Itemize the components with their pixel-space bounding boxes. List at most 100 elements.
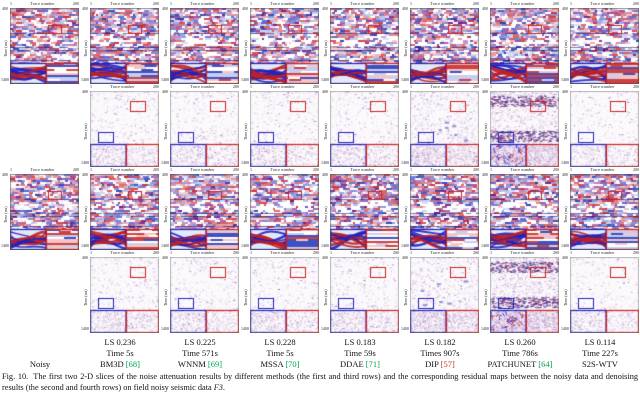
x-axis: 1 Trace number 200 xyxy=(170,168,239,172)
x-axis-title: Trace number xyxy=(350,84,375,89)
x-tick-min: 1 xyxy=(170,167,172,172)
y-tick-min: 400 xyxy=(482,172,488,177)
x-tick-min: 1 xyxy=(490,1,492,6)
method-label: MSSA xyxy=(260,359,284,369)
panel-r4-dip: 1 Trace number 200 Time (ms) 400 1400 xyxy=(400,250,480,333)
y-axis-title: Time (ms) xyxy=(243,123,248,140)
x-tick-min: 1 xyxy=(330,167,332,172)
y-tick-max: 1400 xyxy=(321,77,329,82)
y-axis-title: Time (ms) xyxy=(163,206,168,223)
panel-r3-ddae: 1 Trace number 200 Time (ms) 400 1400 xyxy=(320,167,400,250)
x-axis: 1 Trace number 200 xyxy=(250,85,319,89)
y-tick-min: 400 xyxy=(562,89,568,94)
time-value: Time 59s xyxy=(344,348,376,358)
x-axis-title: Trace number xyxy=(430,84,455,89)
y-tick-min: 400 xyxy=(162,172,168,177)
patchunet-residual-image xyxy=(490,257,559,333)
label-col-s2s-wtv: LS 0.114 Time 227s S2S-WTV xyxy=(560,337,640,370)
method-name: BM3D [68] xyxy=(80,359,160,370)
x-tick-min: 1 xyxy=(570,167,572,172)
x-tick-max: 200 xyxy=(553,250,559,255)
x-tick-max: 200 xyxy=(313,250,319,255)
x-tick-min: 1 xyxy=(410,167,412,172)
y-axis-title: Time (ms) xyxy=(3,206,8,223)
panel-r1-ddae: 1 Trace number 200 Time (ms) 400 1400 xyxy=(320,1,400,84)
method-labels: Noisy LS 0.236 Time 5s BM3D [68] LS 0.225 Tim… xyxy=(0,337,640,370)
dataset-name: F3 xyxy=(213,382,223,392)
y-axis-title: Time (ms) xyxy=(83,289,88,306)
y-axis-title: Time (ms) xyxy=(83,123,88,140)
x-axis: 1 Trace number 200 xyxy=(90,85,159,89)
x-tick-max: 200 xyxy=(553,167,559,172)
x-tick-max: 200 xyxy=(153,167,159,172)
label-col-mssa: LS 0.228 Time 5s MSSA [70] xyxy=(240,337,320,370)
y-tick-max: 1400 xyxy=(561,326,569,331)
method-name: DDAE [71] xyxy=(320,359,400,370)
y-tick-min: 400 xyxy=(322,6,328,11)
y-axis-title: Time (ms) xyxy=(243,206,248,223)
x-tick-min: 1 xyxy=(570,1,572,6)
x-tick-min: 1 xyxy=(410,250,412,255)
x-axis: 1 Trace number 200 xyxy=(10,168,79,172)
ls-value: LS 0.183 xyxy=(344,337,376,347)
label-col-ddae: LS 0.183 Time 59s DDAE [71] xyxy=(320,337,400,370)
y-tick-min: 400 xyxy=(242,172,248,177)
method-name: MSSA [70] xyxy=(240,359,320,370)
x-tick-min: 1 xyxy=(170,250,172,255)
mssa-residual-image xyxy=(250,91,319,167)
x-axis: 1 Trace number 200 xyxy=(330,85,399,89)
x-axis: 1 Trace number 200 xyxy=(170,251,239,255)
x-axis-title: Trace number xyxy=(430,1,455,6)
y-axis-title: Time (ms) xyxy=(483,289,488,306)
x-axis-title: Trace number xyxy=(270,84,295,89)
bm3d-residual-image xyxy=(90,91,159,167)
y-tick-min: 400 xyxy=(322,255,328,260)
y-tick-min: 400 xyxy=(562,6,568,11)
x-tick-max: 200 xyxy=(313,84,319,89)
mssa-seismic-image xyxy=(250,174,319,250)
wnnm-residual-image xyxy=(170,257,239,333)
x-axis: 1 Trace number 200 xyxy=(410,2,479,6)
y-axis-title: Time (ms) xyxy=(163,289,168,306)
x-tick-min: 1 xyxy=(250,1,252,6)
ls-value: LS 0.182 xyxy=(424,337,456,347)
x-axis-title: Trace number xyxy=(430,250,455,255)
x-axis-title: Trace number xyxy=(350,1,375,6)
ls-value: LS 0.114 xyxy=(584,337,616,347)
method-name: PATCHUNET [64] xyxy=(480,359,560,370)
x-axis-title: Trace number xyxy=(590,167,615,172)
y-tick-min: 400 xyxy=(482,255,488,260)
y-axis-title: Time (ms) xyxy=(323,123,328,140)
x-tick-min: 1 xyxy=(490,250,492,255)
x-tick-min: 1 xyxy=(10,1,12,6)
citation-ref: [71] xyxy=(365,359,380,369)
x-tick-min: 1 xyxy=(10,167,12,172)
patchunet-seismic-image xyxy=(490,8,559,84)
x-tick-max: 200 xyxy=(553,1,559,6)
x-tick-max: 200 xyxy=(393,250,399,255)
x-tick-min: 1 xyxy=(330,84,332,89)
y-axis-title: Time (ms) xyxy=(83,206,88,223)
y-tick-min: 400 xyxy=(242,89,248,94)
x-tick-max: 200 xyxy=(73,167,79,172)
mssa-seismic-image xyxy=(250,8,319,84)
x-tick-max: 200 xyxy=(73,1,79,6)
x-axis-title: Trace number xyxy=(190,1,215,6)
citation-ref: [57] xyxy=(440,359,455,369)
y-tick-min: 400 xyxy=(82,255,88,260)
panel-r3-wnnm: 1 Trace number 200 Time (ms) 400 1400 xyxy=(160,167,240,250)
x-axis: 1 Trace number 200 xyxy=(90,2,159,6)
x-axis: 1 Trace number 200 xyxy=(330,251,399,255)
x-axis: 1 Trace number 200 xyxy=(490,85,559,89)
y-tick-min: 400 xyxy=(242,6,248,11)
x-axis-title: Trace number xyxy=(110,167,135,172)
y-tick-max: 1400 xyxy=(481,160,489,165)
noisy-seismic-image xyxy=(10,8,79,84)
time-value: Time 5s xyxy=(106,348,134,358)
y-tick-max: 1400 xyxy=(1,77,9,82)
panel-r2-ddae: 1 Trace number 200 Time (ms) 400 1400 xyxy=(320,84,400,167)
y-tick-min: 400 xyxy=(482,6,488,11)
time-value: Time 227s xyxy=(582,348,618,358)
y-tick-min: 400 xyxy=(2,172,8,177)
y-tick-min: 400 xyxy=(2,6,8,11)
